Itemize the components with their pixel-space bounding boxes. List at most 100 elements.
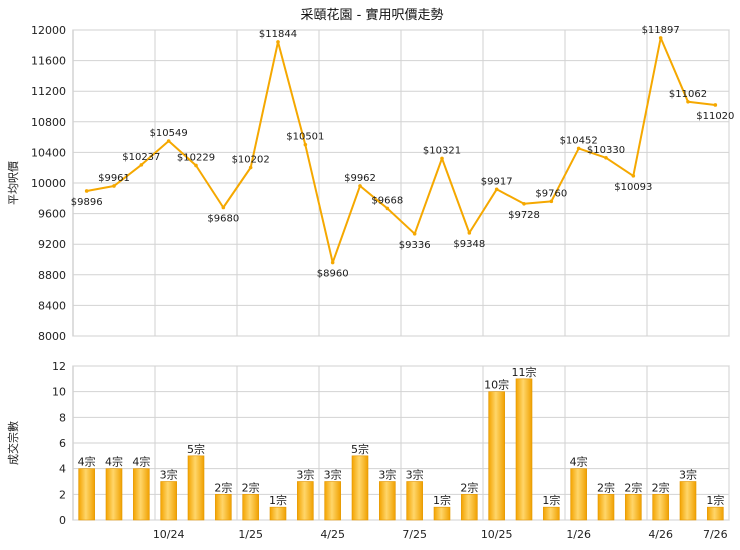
volume-bar <box>160 481 177 521</box>
volume-bar-panel: 0 2 4 6 8 10 12 成交宗數 4宗 4宗 4宗 3宗 5宗 2宗 2宗 1宗 3宗 3宗 5宗 3宗 3宗 1… <box>6 360 730 541</box>
price-data-label: $9336 <box>399 240 431 251</box>
x-tick-label: 7/25 <box>402 528 427 541</box>
price-data-label: $11844 <box>259 29 297 40</box>
volume-y-tick-label: 6 <box>59 437 66 450</box>
price-y-tick-label: 8000 <box>38 330 66 343</box>
price-data-label: $9728 <box>508 210 540 221</box>
volume-data-label: 11宗 <box>512 365 537 379</box>
price-data-label: $10321 <box>423 145 461 156</box>
price-data-label: $10093 <box>614 182 652 193</box>
volume-bar <box>133 468 150 521</box>
price-y-tick-label: 10800 <box>31 116 66 129</box>
price-data-label: $9962 <box>344 173 376 184</box>
volume-bar <box>105 468 123 521</box>
price-point <box>303 142 308 147</box>
volume-data-label: 3宗 <box>679 468 697 482</box>
volume-bar <box>242 494 259 521</box>
price-data-label: $11020 <box>696 111 734 122</box>
price-y-tick-label: 10000 <box>31 177 66 190</box>
price-point <box>112 184 116 188</box>
volume-bar <box>406 481 423 521</box>
price-y-tick-label: 11200 <box>31 85 66 98</box>
price-point <box>221 205 226 210</box>
price-point <box>549 199 554 204</box>
price-point <box>276 40 280 44</box>
volume-bar <box>652 494 669 521</box>
volume-y-axis-label: 成交宗數 <box>6 421 20 465</box>
volume-y-tick-label: 8 <box>59 411 66 424</box>
price-point <box>467 231 472 235</box>
price-y-tick-label: 9200 <box>38 238 66 251</box>
volume-data-label: 1宗 <box>433 493 451 507</box>
volume-y-tick-label: 2 <box>59 488 66 501</box>
price-y-axis-label: 平均呎價 <box>6 161 20 205</box>
price-data-label: $10452 <box>560 135 598 146</box>
price-point <box>522 202 526 206</box>
price-point <box>604 155 608 160</box>
price-point <box>194 163 198 168</box>
volume-bar <box>379 481 396 521</box>
price-point <box>412 231 417 236</box>
volume-bar <box>324 481 341 521</box>
volume-bar <box>488 391 505 521</box>
volume-data-label: 5宗 <box>187 442 205 456</box>
price-data-label: $9760 <box>535 188 567 199</box>
price-data-label: $9680 <box>207 213 239 224</box>
volume-y-tick-label: 10 <box>52 386 66 399</box>
price-line-panel: 8000 8400 8800 9200 9600 10000 10400 10800 11200… <box>6 24 734 343</box>
x-tick-label: 1/25 <box>238 528 263 541</box>
volume-bar <box>269 506 287 521</box>
volume-data-label: 3宗 <box>378 468 396 482</box>
price-data-label: $10501 <box>286 132 324 143</box>
x-tick-label: 4/25 <box>320 528 345 541</box>
volume-data-label: 4宗 <box>105 455 123 469</box>
x-tick-label: 4/26 <box>648 528 673 541</box>
volume-data-label: 10宗 <box>484 378 509 392</box>
volume-data-label: 1宗 <box>706 493 724 507</box>
volume-bar <box>78 468 95 521</box>
price-data-label: $9961 <box>98 173 130 184</box>
price-point <box>358 184 362 188</box>
price-point <box>84 189 89 193</box>
volume-data-label: 1宗 <box>269 493 287 507</box>
x-tick-label: 10/24 <box>153 528 185 541</box>
volume-bar <box>679 481 697 521</box>
x-tick-label: 1/26 <box>566 528 591 541</box>
price-data-label: $9668 <box>371 195 403 206</box>
price-data-label: $10229 <box>177 152 215 163</box>
price-y-tick-label: 8800 <box>38 269 66 282</box>
volume-bar <box>433 506 451 521</box>
price-y-tick-label: 11600 <box>31 55 66 68</box>
volume-y-tick-label: 4 <box>59 463 66 476</box>
volume-bar <box>461 494 478 521</box>
volume-bar <box>351 455 369 521</box>
volume-bar <box>543 506 560 521</box>
price-point <box>658 36 663 40</box>
volume-bar <box>625 494 642 521</box>
volume-data-label: 2宗 <box>597 480 615 494</box>
price-point <box>494 187 499 192</box>
volume-data-label: 3宗 <box>324 468 342 482</box>
volume-data-label: 5宗 <box>351 442 369 456</box>
price-data-label: $11062 <box>669 89 707 100</box>
price-point <box>248 165 253 170</box>
price-point <box>686 99 690 104</box>
price-data-label: $11897 <box>642 25 680 36</box>
volume-bar <box>187 455 205 521</box>
volume-y-tick-label: 0 <box>59 514 66 527</box>
price-y-tick-label: 8400 <box>38 299 66 312</box>
chart-title: 采頤花園 - 實用呎價走勢 <box>301 7 444 23</box>
price-point <box>330 260 335 265</box>
volume-bar <box>515 378 533 521</box>
volume-data-label: 2宗 <box>652 480 670 494</box>
volume-bar <box>570 468 587 521</box>
price-point <box>166 139 171 143</box>
price-data-label: $10549 <box>150 128 188 139</box>
price-data-label: $9917 <box>481 176 513 187</box>
volume-bar <box>215 494 232 521</box>
volume-data-label: 2宗 <box>242 480 260 494</box>
price-data-label: $10237 <box>122 152 160 163</box>
volume-data-label: 3宗 <box>296 468 314 482</box>
price-point <box>440 156 444 161</box>
